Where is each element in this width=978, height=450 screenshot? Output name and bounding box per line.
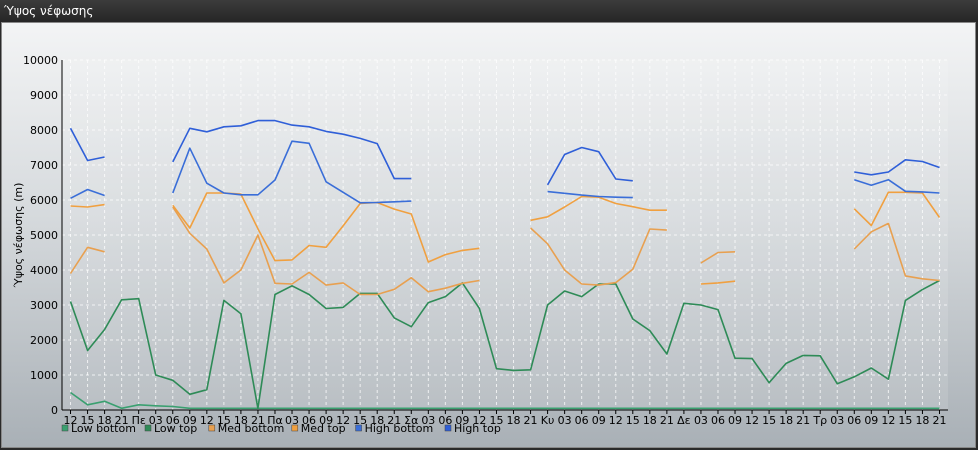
series-line-med-bottom bbox=[69, 206, 940, 296]
y-axis-label: Ύψος νέφωσης (m) bbox=[12, 183, 25, 289]
legend-swatch bbox=[208, 424, 216, 432]
y-tick-label: 8000 bbox=[30, 124, 58, 137]
x-tick-label: 12 bbox=[609, 414, 623, 427]
x-tick-label: 21 bbox=[524, 414, 538, 427]
title-bar: Ύψος νέφωσης bbox=[0, 0, 978, 22]
x-tick-label: 18 bbox=[98, 414, 112, 427]
legend-entry: Med bottom bbox=[218, 422, 285, 435]
legend-entry: High top bbox=[454, 422, 501, 435]
x-tick-label: 09 bbox=[728, 414, 742, 427]
series-line-low-bottom bbox=[70, 391, 940, 410]
series-line-low-top bbox=[69, 279, 940, 410]
y-tick-label: 10000 bbox=[23, 54, 58, 67]
x-tick-label: 03 bbox=[694, 414, 708, 427]
y-tick-label: 9000 bbox=[30, 89, 58, 102]
y-tick-label: 1000 bbox=[30, 369, 58, 382]
x-tick-label: 15 bbox=[217, 414, 231, 427]
x-tick-label: 18 bbox=[370, 414, 384, 427]
x-tick-label: 15 bbox=[81, 414, 95, 427]
x-tick-label: Πα bbox=[267, 414, 283, 427]
y-tick-label: 4000 bbox=[30, 264, 58, 277]
x-tick-label: 18 bbox=[915, 414, 929, 427]
x-tick-label: 09 bbox=[319, 414, 333, 427]
x-tick-label: 03 bbox=[830, 414, 844, 427]
x-tick-label: 09 bbox=[455, 414, 469, 427]
y-tick-label: 7000 bbox=[30, 159, 58, 172]
x-tick-label: 15 bbox=[626, 414, 640, 427]
x-tick-label: 21 bbox=[115, 414, 129, 427]
x-tick-label: 21 bbox=[660, 414, 674, 427]
x-tick-label: 12 bbox=[200, 414, 214, 427]
x-tick-label: 06 bbox=[575, 414, 589, 427]
x-tick-label: 15 bbox=[762, 414, 776, 427]
legend-swatch bbox=[291, 424, 299, 432]
series-line-high-top bbox=[69, 119, 940, 186]
y-tick-label: 0 bbox=[51, 404, 58, 417]
series-line-high-bottom bbox=[70, 140, 940, 204]
window-title: Ύψος νέφωσης bbox=[4, 4, 94, 18]
x-tick-label: Τρ bbox=[812, 414, 827, 427]
x-tick-label: 09 bbox=[864, 414, 878, 427]
y-tick-label: 6000 bbox=[30, 194, 58, 207]
x-tick-label: 12 bbox=[881, 414, 895, 427]
y-tick-label: 3000 bbox=[30, 299, 58, 312]
x-tick-label: 18 bbox=[507, 414, 521, 427]
x-tick-label: 12 bbox=[745, 414, 759, 427]
y-tick-label: 5000 bbox=[30, 229, 58, 242]
legend-entry: High bottom bbox=[365, 422, 434, 435]
x-tick-label: 09 bbox=[183, 414, 197, 427]
legend-entry: Med top bbox=[301, 422, 346, 435]
x-tick-label: 09 bbox=[592, 414, 606, 427]
legend-entry: Low top bbox=[154, 422, 197, 435]
legend-swatch bbox=[61, 424, 69, 432]
legend-swatch bbox=[355, 424, 362, 432]
legend-entry: Low bottom bbox=[71, 422, 136, 435]
x-tick-label: 15 bbox=[489, 414, 503, 427]
y-tick-label: 2000 bbox=[30, 334, 58, 347]
x-tick-label: 06 bbox=[166, 414, 180, 427]
x-tick-label: 03 bbox=[558, 414, 572, 427]
x-tick-label: 18 bbox=[234, 414, 248, 427]
x-tick-label: 15 bbox=[898, 414, 912, 427]
x-tick-label: 21 bbox=[387, 414, 401, 427]
x-tick-label: 18 bbox=[779, 414, 793, 427]
x-tick-label: 21 bbox=[796, 414, 810, 427]
x-tick-label: 15 bbox=[353, 414, 367, 427]
x-tick-label: 03 bbox=[149, 414, 163, 427]
x-tick-label: Πε bbox=[132, 414, 146, 427]
x-tick-label: 12 bbox=[64, 414, 78, 427]
x-tick-label: 21 bbox=[251, 414, 265, 427]
x-tick-label: 12 bbox=[336, 414, 350, 427]
legend-swatch bbox=[444, 424, 452, 432]
x-tick-label: 06 bbox=[302, 414, 316, 427]
x-tick-label: Σα bbox=[404, 414, 418, 427]
x-tick-label: 18 bbox=[643, 414, 657, 427]
x-tick-label: Δε bbox=[677, 414, 691, 427]
x-tick-label: 06 bbox=[438, 414, 452, 427]
x-tick-label: 03 bbox=[421, 414, 435, 427]
x-tick-label: 21 bbox=[932, 414, 946, 427]
x-tick-label: 03 bbox=[285, 414, 299, 427]
legend-swatch bbox=[144, 424, 152, 432]
x-tick-label: Κυ bbox=[541, 414, 555, 427]
x-tick-label: 06 bbox=[847, 414, 861, 427]
x-tick-label: 06 bbox=[711, 414, 725, 427]
x-tick-label: 12 bbox=[472, 414, 486, 427]
